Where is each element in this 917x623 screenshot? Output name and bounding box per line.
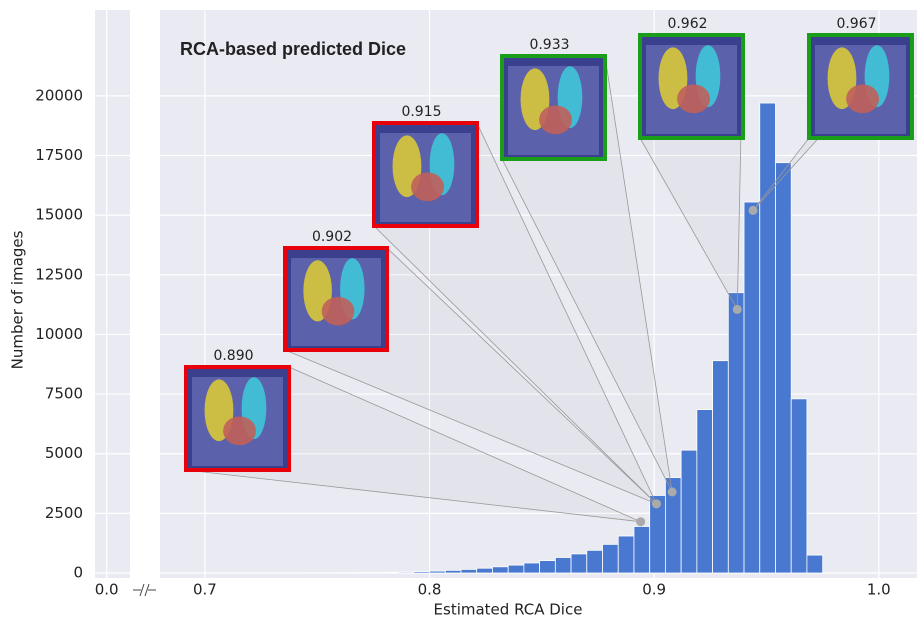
thumbnail-label: 0.967 — [836, 16, 876, 32]
bar — [587, 550, 603, 573]
y-tick-label: 12500 — [35, 265, 83, 283]
bar — [775, 163, 791, 573]
thumbnail — [809, 35, 912, 138]
bar — [382, 572, 398, 573]
bar — [618, 536, 634, 573]
y-tick-label: 17500 — [35, 146, 83, 164]
x-tick-label: 0.9 — [642, 581, 666, 599]
heart — [539, 105, 572, 134]
y-tick-label: 5000 — [45, 444, 83, 462]
thumbnail-label: 0.890 — [213, 348, 253, 364]
chart: 0.890 0.902 0.915 0.933 0.962 0.967 RCA-based… — [0, 0, 917, 623]
bar — [477, 568, 493, 573]
bar — [414, 572, 430, 573]
y-tick-label: 2500 — [45, 504, 83, 522]
y-tick-label: 15000 — [35, 206, 83, 224]
bar — [681, 450, 697, 573]
bar — [571, 554, 587, 573]
thumbnail-label: 0.915 — [401, 104, 441, 120]
y-tick-label: 20000 — [35, 86, 83, 104]
annotation-point — [652, 499, 661, 508]
x-tick-label: 0.0 — [95, 581, 119, 599]
x-tick-label: 0.7 — [193, 581, 217, 599]
bar — [398, 572, 414, 573]
annotation-point — [636, 517, 645, 526]
bar — [744, 202, 760, 573]
heart — [411, 172, 444, 201]
bar — [430, 571, 446, 573]
bar — [524, 563, 540, 573]
thumbnail-label: 0.933 — [529, 37, 569, 53]
bar — [760, 103, 776, 573]
y-axis-label: Number of images — [9, 230, 27, 369]
bar — [555, 557, 571, 573]
bar — [461, 569, 477, 573]
thumbnail — [186, 367, 289, 470]
annotation-point — [749, 206, 758, 215]
x-tick-label: 0.8 — [418, 581, 442, 599]
bar — [634, 526, 650, 573]
axis-break — [133, 584, 156, 596]
bar — [728, 293, 744, 573]
thumbnail-label: 0.902 — [312, 229, 352, 245]
heart — [322, 297, 355, 326]
bar — [603, 544, 619, 573]
bar — [445, 570, 461, 573]
y-tick-label: 10000 — [35, 325, 83, 343]
heart — [223, 416, 256, 445]
bar — [807, 555, 823, 573]
bar — [508, 565, 524, 573]
bar — [713, 361, 729, 573]
bar — [791, 399, 807, 573]
thumbnail — [640, 35, 743, 138]
y-tick-label: 0 — [73, 564, 83, 582]
bar — [492, 567, 508, 573]
left-panel — [95, 10, 130, 578]
thumbnail — [374, 123, 477, 226]
annotation-point — [733, 305, 742, 314]
bar — [540, 561, 556, 573]
heart — [677, 84, 710, 113]
chart-title: RCA-based predicted Dice — [180, 39, 406, 59]
x-tick-label: 1.0 — [867, 581, 891, 599]
bar — [697, 410, 713, 573]
x-axis-label: Estimated RCA Dice — [434, 601, 583, 619]
y-tick-label: 7500 — [45, 385, 83, 403]
annotation-point — [668, 487, 677, 496]
heart — [846, 84, 879, 113]
thumbnail-label: 0.962 — [667, 16, 707, 32]
thumbnail — [502, 56, 605, 159]
thumbnail — [285, 248, 387, 350]
